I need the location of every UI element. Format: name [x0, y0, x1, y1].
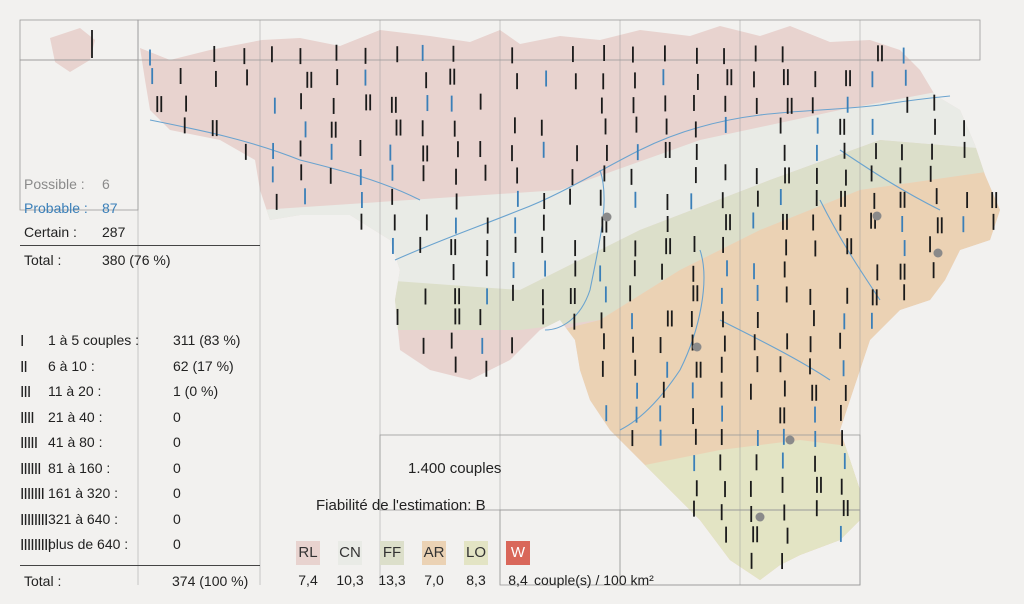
possible-dot — [933, 248, 943, 258]
possible-dot — [785, 435, 795, 445]
tick-symbol-icon: IIIIIIII — [20, 510, 48, 529]
tick-symbol-icon: II — [20, 357, 28, 376]
region-swatch: AR — [422, 541, 446, 565]
tick-symbol-icon: IIII — [20, 408, 35, 427]
region-swatch: W — [506, 541, 530, 565]
tick-symbol-icon: IIIII — [20, 434, 38, 452]
grid — [19, 19, 981, 586]
abundance-class-label: 21 à 40 : — [48, 408, 103, 425]
abundance-class-value: 0 — [173, 536, 181, 552]
abundance-class-label: 6 à 10 : — [48, 357, 95, 374]
region-density-value: 8,4 — [508, 572, 528, 588]
tick-symbol-icon: IIIIIII — [20, 485, 45, 503]
certain-label: Certain : — [24, 224, 77, 240]
probable-label: Probable : — [24, 200, 88, 216]
density-unit: couple(s) / 100 km² — [534, 572, 654, 588]
possible-dot — [755, 512, 765, 522]
abundance-class-label: 41 à 80 : — [48, 434, 103, 450]
reliability-text: Fiabilité de l'estimation: B — [316, 497, 486, 514]
enclave — [50, 28, 95, 72]
abundance-class-value: 0 — [173, 434, 181, 450]
status-total-label: Total : — [24, 252, 62, 268]
tick-symbol-icon: I — [20, 332, 25, 350]
classes-total-value: 374 (100 %) — [172, 573, 249, 589]
rivers — [149, 95, 951, 431]
region-density-value: 7,4 — [298, 572, 318, 588]
region-swatch: CN — [338, 541, 362, 565]
abundance-class-label: 81 à 160 : — [48, 459, 111, 476]
region-density-value: 13,3 — [378, 572, 406, 588]
possible-dots — [602, 211, 943, 522]
status-total-value: 380 (76 %) — [102, 252, 171, 268]
abundance-class-value: 311 (83 %) — [173, 332, 241, 348]
possible-dot — [602, 212, 612, 222]
abundance-class-label: 1 à 5 couples : — [48, 332, 140, 348]
possible-dot — [872, 211, 882, 221]
breeding-atlas-ticks — [91, 30, 998, 570]
abundance-class-label: 321 à 640 : — [48, 510, 119, 527]
abundance-class-value: 0 — [173, 485, 181, 501]
region-swatch: FF — [380, 541, 404, 565]
tick-symbol-icon: III — [20, 383, 31, 401]
abundance-class-value: 1 (0 %) — [173, 383, 219, 399]
abundance-class-value: 0 — [173, 459, 181, 476]
probable-value: 87 — [102, 200, 118, 216]
abundance-class-label: 161 à 320 : — [48, 485, 119, 501]
classes-divider — [20, 565, 260, 566]
tick-symbol-icon: IIIIII — [20, 459, 42, 478]
possible-value: 6 — [102, 176, 110, 192]
population-estimate: 1.400 couples — [408, 460, 502, 477]
region-swatch: LO — [464, 541, 488, 565]
abundance-class-value: 62 (17 %) — [173, 357, 234, 374]
region-density-value: 10,3 — [336, 572, 364, 588]
status-divider — [20, 245, 260, 246]
abundance-class-value: 0 — [173, 408, 181, 425]
abundance-class-value: 0 — [173, 510, 181, 527]
certain-value: 287 — [102, 224, 126, 240]
region-density-value: 8,3 — [466, 572, 486, 588]
abundance-class-label: 11 à 20 : — [48, 383, 102, 399]
tick-symbol-icon: IIIIIIIII — [20, 536, 52, 554]
abundance-class-label: plus de 640 : — [48, 536, 129, 552]
classes-total-label: Total : — [24, 573, 62, 589]
region-swatch: RL — [296, 541, 320, 565]
region-density-value: 7,0 — [424, 572, 444, 588]
possible-label: Possible : — [24, 176, 85, 192]
possible-dot — [692, 342, 702, 352]
